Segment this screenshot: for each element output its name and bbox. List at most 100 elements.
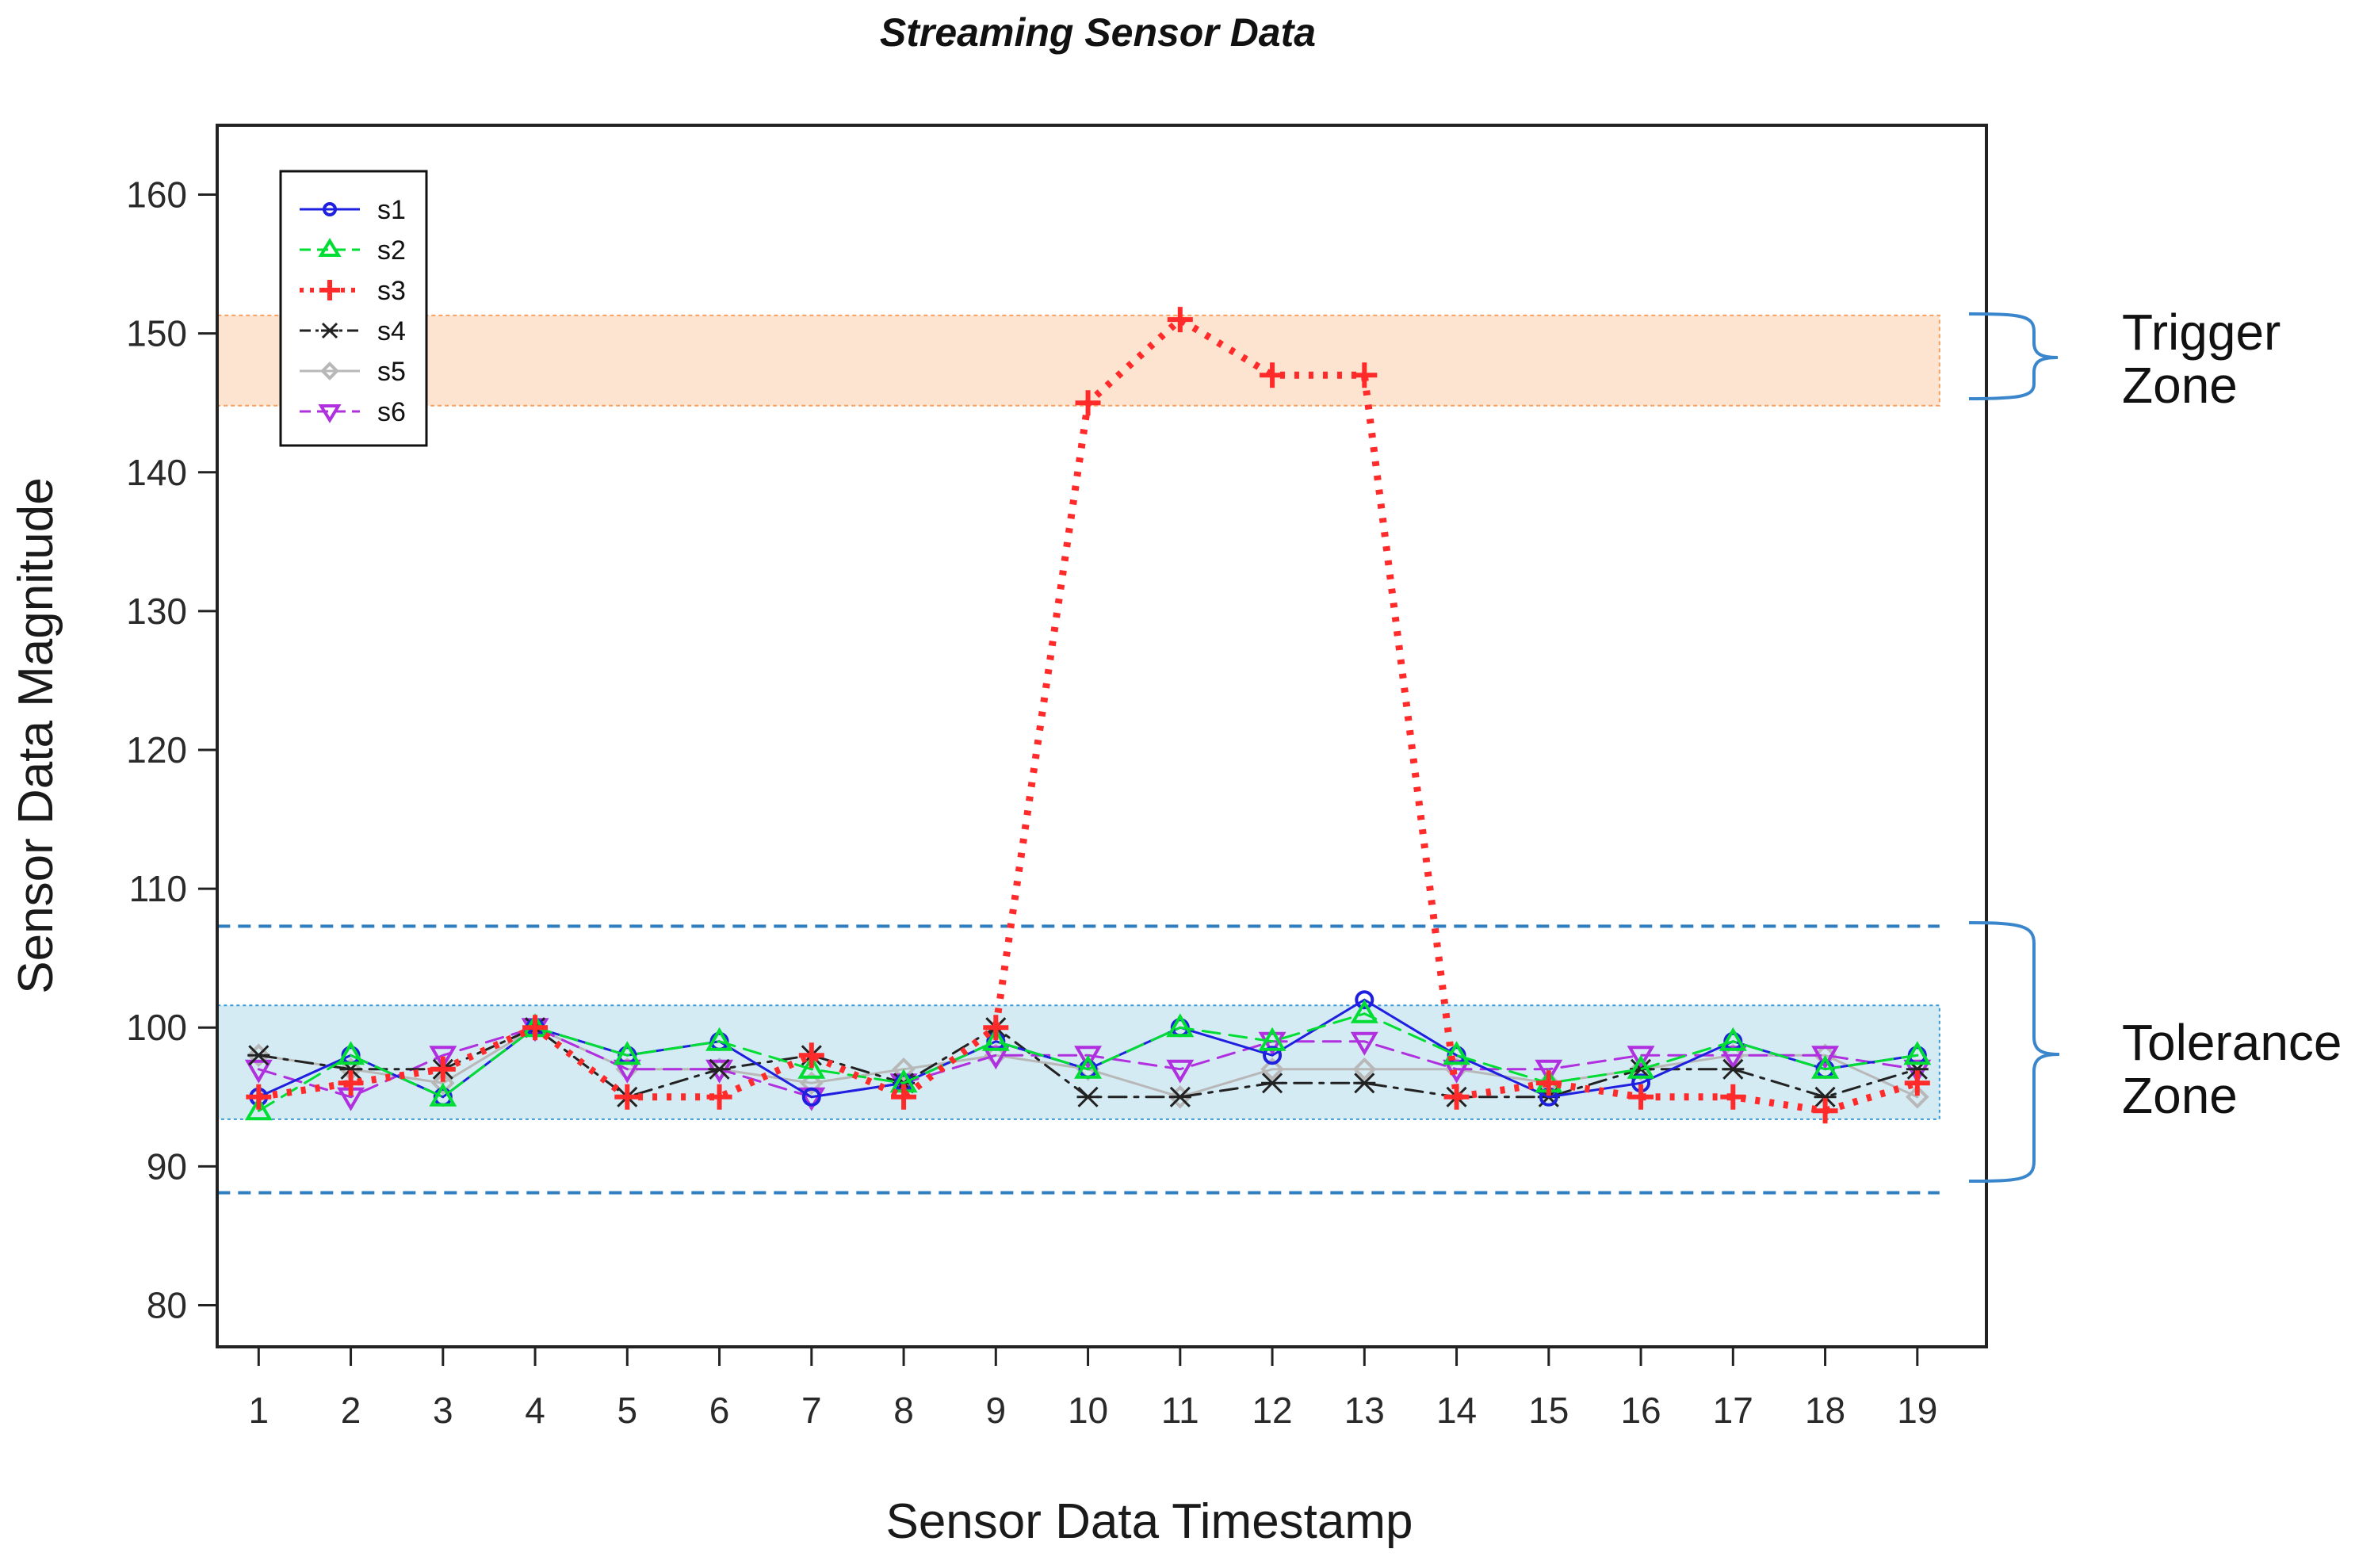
data-point: [1351, 362, 1378, 388]
data-point: [1355, 990, 1374, 1010]
x-tick-label: 8: [893, 1390, 914, 1431]
series-layer: [244, 307, 1932, 1124]
data-point: [337, 1041, 365, 1065]
data-point: [318, 404, 342, 423]
data-point: [1168, 1086, 1191, 1107]
data-point: [1535, 1070, 1562, 1096]
data-point: [1627, 1046, 1655, 1070]
legend-item-s4: s4: [300, 316, 406, 346]
data-point: [320, 361, 339, 381]
legend-item-s1: s1: [300, 195, 406, 225]
y-tick-label: 110: [129, 868, 187, 909]
y-axis-label: Sensor Data Magnitude: [9, 477, 63, 993]
data-point: [318, 238, 342, 257]
y-tick-label: 100: [126, 1007, 187, 1048]
legend: s1 s2 s3 s4 s5 s6: [279, 170, 428, 447]
data-point: [1166, 1059, 1195, 1084]
tolerance-zone-brace: [1968, 921, 2060, 1183]
data-point: [1350, 999, 1378, 1023]
x-tick-label: 11: [1161, 1390, 1199, 1431]
data-point: [1719, 1027, 1747, 1051]
series-line-s3: [258, 315, 1919, 1115]
x-axis-label: Sensor Data Timestamp: [885, 1494, 1413, 1549]
data-point: [429, 1082, 457, 1107]
legend-label: s4: [377, 316, 406, 346]
data-point: [1166, 1013, 1195, 1038]
data-point: [244, 1096, 273, 1121]
data-point: [892, 1057, 916, 1081]
data-point: [1076, 1086, 1099, 1107]
data-point: [1811, 1054, 1840, 1079]
x-tick-label: 14: [1436, 1390, 1477, 1431]
x-axis: 1 2 3 4 5 6 7 8 9 10 11 12 13 14 15 16 17 18 19: [249, 1347, 1937, 1431]
data-point: [981, 1027, 1010, 1051]
data-point: [1903, 1059, 1932, 1084]
data-point: [1075, 390, 1101, 416]
data-point: [244, 1059, 273, 1084]
data-point: [247, 1045, 270, 1066]
data-point: [708, 1058, 731, 1080]
data-point: [1350, 1031, 1378, 1056]
data-point: [1443, 1084, 1470, 1110]
data-point: [1812, 1098, 1838, 1124]
data-point: [338, 1070, 364, 1096]
x-tick-label: 7: [801, 1390, 822, 1431]
data-point: [1722, 1058, 1745, 1080]
data-point: [614, 1084, 640, 1110]
legend-label: s6: [377, 397, 406, 427]
data-point: [1905, 1084, 1929, 1109]
data-point: [1352, 1057, 1377, 1081]
data-point: [613, 1041, 641, 1065]
legend-item-s6: s6: [300, 397, 406, 427]
data-point: [706, 1084, 732, 1110]
data-point: [801, 1087, 821, 1107]
data-point: [247, 1043, 271, 1068]
y-tick-label: 120: [126, 729, 187, 771]
data-point: [1258, 1031, 1286, 1056]
trigger-zone-label-line2: Zone: [2122, 357, 2238, 414]
data-point: [1074, 1046, 1103, 1070]
x-tick-label: 10: [1068, 1390, 1108, 1431]
data-point: [246, 1084, 272, 1110]
data-point: [1167, 307, 1193, 333]
tolerance-zone-label-line1: Tolerance: [2122, 1014, 2342, 1071]
x-tick-label: 16: [1620, 1390, 1661, 1431]
data-point: [1261, 1073, 1284, 1094]
data-point: [705, 1027, 734, 1051]
trigger-zone-band: [216, 314, 1940, 407]
plot-frame: [216, 124, 1988, 1348]
data-point: [1443, 1041, 1471, 1065]
data-point: [613, 1059, 641, 1084]
data-point: [1535, 1059, 1563, 1084]
y-tick-label: 150: [126, 313, 187, 354]
data-point: [1904, 1070, 1930, 1096]
x-tick-label: 19: [1897, 1390, 1937, 1431]
chart-title: Streaming Sensor Data: [880, 10, 1316, 55]
x-tick-label: 6: [709, 1390, 730, 1431]
y-tick-label: 80: [147, 1284, 187, 1325]
data-point: [1720, 1084, 1746, 1110]
data-point: [430, 1071, 455, 1096]
x-tick-label: 5: [617, 1390, 638, 1431]
data-point: [891, 1084, 917, 1110]
data-point: [429, 1046, 457, 1070]
x-tick-label: 15: [1528, 1390, 1569, 1431]
legend-label: s1: [377, 195, 406, 225]
tolerance-zone-label-line2: Zone: [2122, 1067, 2238, 1124]
x-tick-label: 1: [249, 1390, 270, 1431]
data-point: [1353, 1073, 1376, 1094]
legend-item-s3: s3: [300, 276, 406, 306]
data-point: [1628, 1084, 1654, 1110]
trigger-zone-brace: [1968, 312, 2059, 400]
tolerance-zone-band: [216, 1004, 1940, 1120]
legend-box: [279, 170, 428, 447]
x-tick-label: 4: [525, 1390, 545, 1431]
data-point: [1719, 1046, 1747, 1070]
data-point: [1260, 1057, 1284, 1081]
y-axis: 80 90 100 110 120 130 140 150 160: [126, 174, 217, 1325]
trigger-zone-label-line1: Trigger: [2122, 304, 2281, 361]
data-point: [1258, 1027, 1286, 1051]
legend-label: s5: [377, 357, 406, 387]
legend-label: s3: [377, 276, 406, 306]
